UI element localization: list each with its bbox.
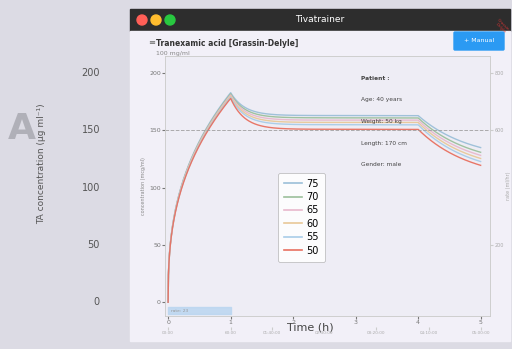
Y-axis label: concentration (mcg/ml): concentration (mcg/ml) (141, 157, 146, 215)
Text: TA concentration (μg ml⁻¹): TA concentration (μg ml⁻¹) (37, 104, 47, 224)
Text: Gender: male: Gender: male (361, 163, 401, 168)
Text: 200: 200 (167, 57, 178, 61)
Circle shape (151, 15, 161, 25)
Circle shape (165, 15, 175, 25)
Text: Tivatrainer: Tivatrainer (295, 15, 345, 24)
Text: Patient :: Patient : (361, 75, 390, 81)
Text: ≡: ≡ (148, 38, 155, 47)
Text: Weight: 50 kg: Weight: 50 kg (361, 119, 401, 124)
Circle shape (137, 15, 147, 25)
Legend: 75, 70, 65, 60, 55, 50: 75, 70, 65, 60, 55, 50 (278, 173, 325, 261)
Text: 150: 150 (81, 125, 100, 135)
Text: Tranexamic acid [Grassin-Delyle]: Tranexamic acid [Grassin-Delyle] (156, 38, 298, 47)
Text: 0: 0 (94, 297, 100, 307)
Text: Age: 40 years: Age: 40 years (361, 97, 402, 102)
Text: 50: 50 (88, 240, 100, 250)
Text: Grassin-
Delyle: Grassin- Delyle (493, 18, 511, 36)
Text: Time (h): Time (h) (287, 323, 333, 333)
Y-axis label: rate (ml/hr): rate (ml/hr) (506, 172, 511, 200)
Text: rate: 23: rate: 23 (170, 310, 188, 313)
Text: 200: 200 (81, 68, 100, 78)
Text: + Manual: + Manual (464, 38, 494, 44)
Text: A: A (8, 112, 36, 146)
FancyBboxPatch shape (454, 32, 504, 50)
Text: 100 mg/ml: 100 mg/ml (156, 51, 190, 55)
Bar (130, 9, 510, 31)
Bar (130, 31, 510, 341)
Text: Length: 170 cm: Length: 170 cm (361, 141, 407, 146)
Text: 100: 100 (81, 183, 100, 193)
